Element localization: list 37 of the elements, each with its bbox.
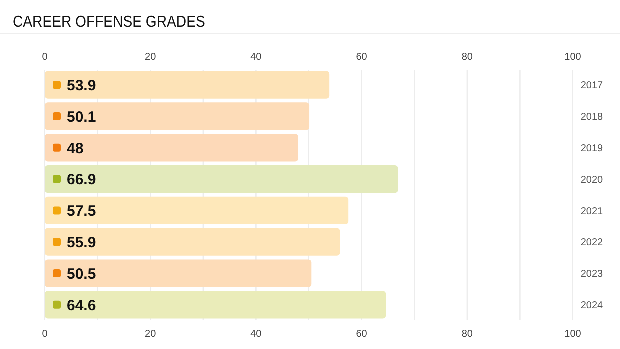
y-tick-label: 2017 [580, 80, 604, 92]
bar [45, 228, 340, 256]
x-tick-label: 20 [145, 329, 157, 340]
data-label: 55.9 [67, 234, 96, 252]
x2-tick-label: 20 [145, 52, 157, 63]
y-tick-label: 2018 [580, 112, 604, 124]
x-tick-label: 80 [462, 329, 474, 340]
x-tick-label: 100 [564, 329, 582, 340]
bar [45, 165, 398, 194]
bar [45, 102, 310, 130]
chart-title: CAREER OFFENSE GRADES [13, 12, 206, 32]
data-label: 64.6 [67, 297, 96, 314]
y-tick-label: 2024 [580, 300, 604, 312]
data-label: 57.5 [67, 203, 96, 220]
x2-tick-label: 60 [356, 52, 368, 63]
y-tick-label: 2022 [580, 238, 604, 249]
bar [45, 71, 330, 99]
data-label: 50.1 [67, 108, 96, 126]
data-label: 48 [67, 140, 84, 158]
y-tick-label: 2020 [580, 174, 604, 186]
x2-tick-label: 80 [462, 52, 474, 63]
x2-tick-label: 40 [250, 52, 262, 63]
bar [45, 134, 298, 162]
y-tick-label: 2019 [580, 143, 604, 154]
x-tick-label: 40 [250, 329, 262, 340]
x-tick-label: 60 [356, 329, 368, 340]
x2-tick-label: 0 [42, 52, 48, 63]
data-label: 66.9 [67, 172, 96, 189]
bar [45, 196, 349, 225]
bar [45, 260, 312, 288]
bar [45, 291, 386, 319]
data-label: 50.5 [67, 266, 96, 283]
y-tick-label: 2023 [580, 269, 604, 280]
y-tick-label: 2021 [580, 206, 604, 218]
x2-tick-label: 100 [564, 52, 582, 63]
data-label: 53.9 [67, 77, 96, 94]
x-tick-label: 0 [42, 329, 48, 340]
